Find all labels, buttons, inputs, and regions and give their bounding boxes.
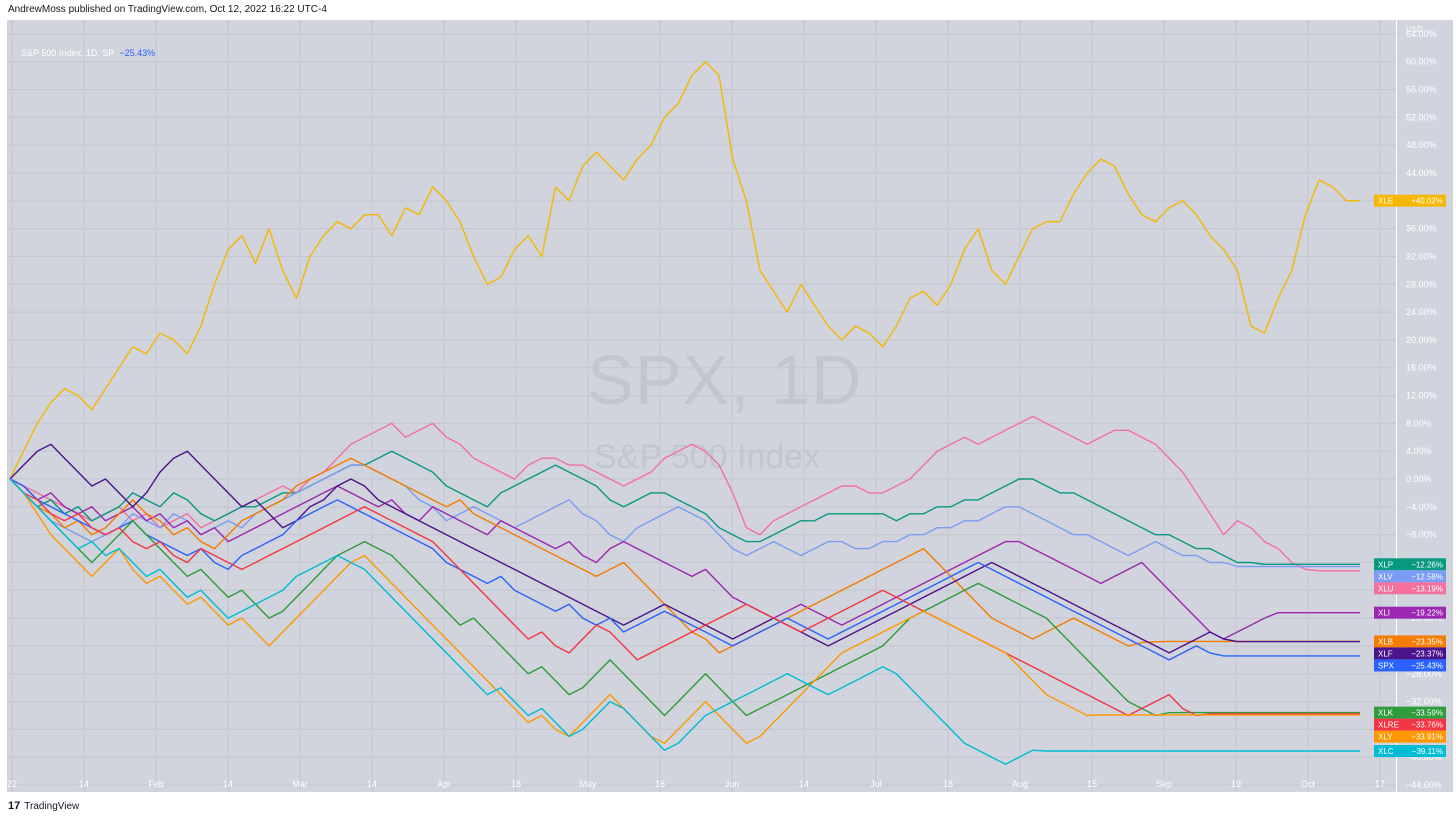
footer-brand: TradingView [24,800,80,812]
footer: 17 TradingView [8,800,79,812]
watermark-title: SPX, 1D [587,341,863,419]
legend-symbol: S&P 500 Index, 1D, SP [21,48,115,58]
legend-change: −25.43% [119,48,156,58]
watermark-subtitle: S&P 500 Index [594,438,821,476]
price-scale[interactable] [1396,20,1453,792]
publisher-header: AndrewMoss published on TradingView.com,… [8,4,327,15]
symbol-legend: S&P 500 Index, 1D, SP −25.43% [21,48,155,58]
chart-pane[interactable]: S&P 500 Index, 1D, SP −25.43% SPX, 1D S&P… [7,20,1396,792]
tradingview-logo-icon: 17 [8,800,21,812]
